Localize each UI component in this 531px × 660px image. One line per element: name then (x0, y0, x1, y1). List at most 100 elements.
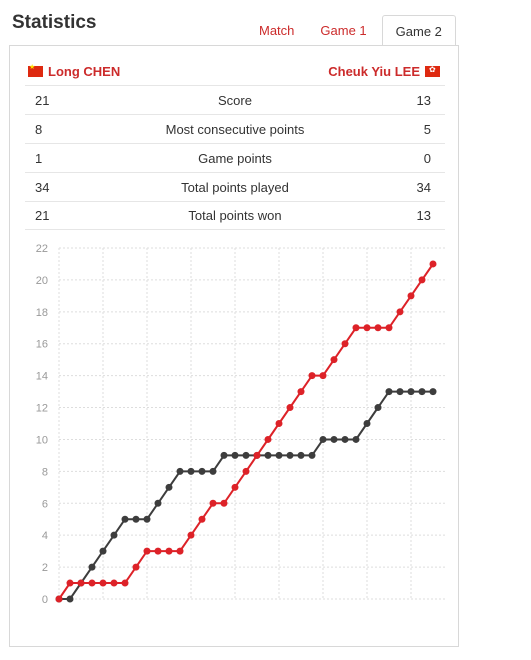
data-point-left (165, 547, 173, 555)
data-point-left (209, 499, 217, 507)
data-point-left (132, 563, 140, 571)
y-tick-label: 14 (36, 371, 48, 383)
stat-row-points-won: 21 Total points won 13 (25, 201, 445, 230)
data-point-left (77, 579, 85, 587)
stat-left-value: 1 (35, 150, 43, 166)
data-point-right (341, 435, 349, 443)
data-point-left (396, 308, 404, 316)
stat-left-value: 21 (35, 92, 50, 108)
data-point-left (187, 531, 195, 539)
data-point-left (352, 324, 360, 332)
data-point-right (385, 388, 393, 396)
y-tick-label: 4 (42, 530, 48, 542)
hong-kong-flag-icon (425, 65, 440, 77)
data-point-right (396, 388, 404, 396)
stat-right-value: 13 (416, 208, 431, 223)
data-point-left (308, 372, 316, 380)
data-point-right (165, 483, 173, 491)
data-point-left (242, 467, 250, 475)
stat-label: Total points won (188, 208, 282, 223)
data-point-left (154, 547, 162, 555)
data-point-right (66, 595, 74, 603)
data-point-right (242, 451, 250, 459)
stat-row-consecutive: 8 Most consecutive points 5 (25, 114, 445, 143)
data-point-left (176, 547, 184, 555)
data-point-left (264, 435, 272, 443)
stat-left-value: 34 (35, 179, 50, 195)
data-point-right (264, 451, 272, 459)
stat-right-value: 13 (416, 92, 431, 108)
data-point-left (275, 420, 283, 427)
data-point-right (319, 435, 327, 443)
data-point-right (143, 515, 151, 523)
y-tick-label: 0 (42, 594, 48, 606)
data-point-right (99, 547, 107, 555)
stat-right-value: 5 (423, 121, 431, 137)
y-tick-label: 18 (36, 307, 48, 319)
data-point-left (363, 324, 371, 332)
data-point-left (110, 579, 118, 587)
y-tick-label: 2 (42, 562, 48, 574)
stat-left-value: 21 (35, 208, 50, 223)
data-point-right (176, 467, 184, 475)
y-tick-label: 20 (36, 275, 48, 287)
data-point-left (429, 260, 437, 268)
data-point-right (363, 420, 371, 427)
statistics-panel: Long CHEN Cheuk Yiu LEE 21 Score 13 8 Mo… (9, 45, 459, 647)
data-point-left (385, 324, 393, 332)
player-right-name: Cheuk Yiu LEE (328, 64, 420, 79)
tab-game-1[interactable]: Game 1 (320, 23, 367, 38)
data-point-right (275, 451, 283, 459)
data-point-right (198, 467, 206, 475)
game-tabs: Match Game 1 Game 2 (246, 15, 456, 46)
data-point-right (187, 467, 195, 475)
data-point-right (374, 404, 382, 412)
stat-label: Game points (198, 150, 272, 166)
stat-label: Total points played (181, 179, 289, 195)
y-tick-label: 6 (42, 498, 48, 510)
data-point-left (231, 483, 239, 491)
data-point-left (88, 579, 96, 587)
data-point-left (330, 356, 338, 364)
series-line-right (59, 390, 433, 600)
data-point-left (143, 547, 151, 555)
data-point-right (220, 451, 228, 459)
data-point-right (209, 467, 217, 475)
tab-game-2[interactable]: Game 2 (381, 15, 456, 46)
data-point-left (220, 499, 228, 507)
players-header: Long CHEN Cheuk Yiu LEE (28, 63, 440, 84)
data-point-left (198, 515, 206, 523)
stat-left-value: 8 (35, 121, 43, 137)
data-point-right (286, 451, 294, 459)
tab-match[interactable]: Match (259, 23, 295, 38)
y-tick-label: 8 (42, 466, 48, 478)
data-point-left (297, 388, 305, 396)
stat-right-value: 34 (416, 179, 431, 195)
data-point-left (121, 579, 129, 587)
data-point-left (341, 340, 349, 348)
data-point-right (429, 388, 437, 396)
player-right: Cheuk Yiu LEE (328, 64, 440, 79)
data-point-left (418, 276, 426, 284)
page-title: Statistics (12, 12, 97, 33)
y-tick-label: 10 (36, 434, 48, 446)
player-left-name: Long CHEN (48, 64, 121, 79)
data-point-right (132, 515, 140, 523)
y-tick-label: 16 (36, 339, 48, 351)
y-tick-label: 12 (36, 403, 48, 415)
data-point-right (121, 515, 129, 523)
stat-label: Most consecutive points (165, 121, 305, 137)
stat-row-points-played: 34 Total points played 34 (25, 172, 445, 201)
data-point-right (154, 499, 162, 507)
data-point-left (374, 324, 382, 332)
data-point-right (88, 563, 96, 571)
data-point-right (407, 388, 415, 396)
data-point-left (286, 404, 294, 412)
data-point-left (253, 451, 261, 459)
y-tick-label: 22 (36, 243, 48, 255)
data-point-right (297, 451, 305, 459)
data-point-left (66, 579, 74, 587)
data-point-left (407, 292, 415, 300)
china-flag-icon (28, 63, 43, 77)
